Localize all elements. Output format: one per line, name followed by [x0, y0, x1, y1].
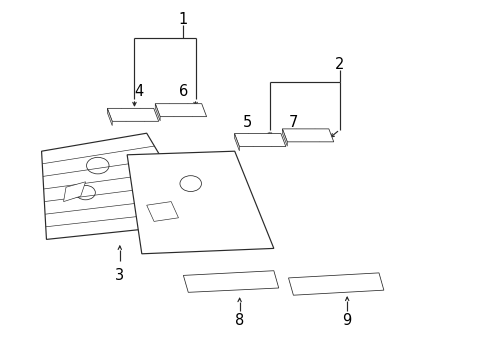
Text: 6: 6 — [179, 84, 187, 99]
Polygon shape — [107, 108, 158, 121]
Text: 8: 8 — [235, 313, 244, 328]
Polygon shape — [107, 108, 112, 126]
Polygon shape — [127, 151, 273, 254]
Text: 4: 4 — [135, 84, 143, 99]
Polygon shape — [183, 271, 278, 292]
Polygon shape — [155, 104, 206, 117]
Text: 1: 1 — [179, 12, 187, 27]
Polygon shape — [234, 134, 285, 147]
Text: 9: 9 — [342, 313, 351, 328]
Text: 7: 7 — [288, 115, 298, 130]
Polygon shape — [282, 129, 287, 146]
Polygon shape — [146, 202, 178, 221]
Polygon shape — [155, 104, 160, 121]
Polygon shape — [41, 133, 200, 239]
Polygon shape — [288, 273, 383, 295]
Text: 2: 2 — [334, 57, 344, 72]
Text: 3: 3 — [115, 268, 124, 283]
Text: 5: 5 — [242, 115, 251, 130]
Polygon shape — [282, 129, 333, 142]
Polygon shape — [63, 182, 85, 202]
Polygon shape — [234, 134, 239, 151]
